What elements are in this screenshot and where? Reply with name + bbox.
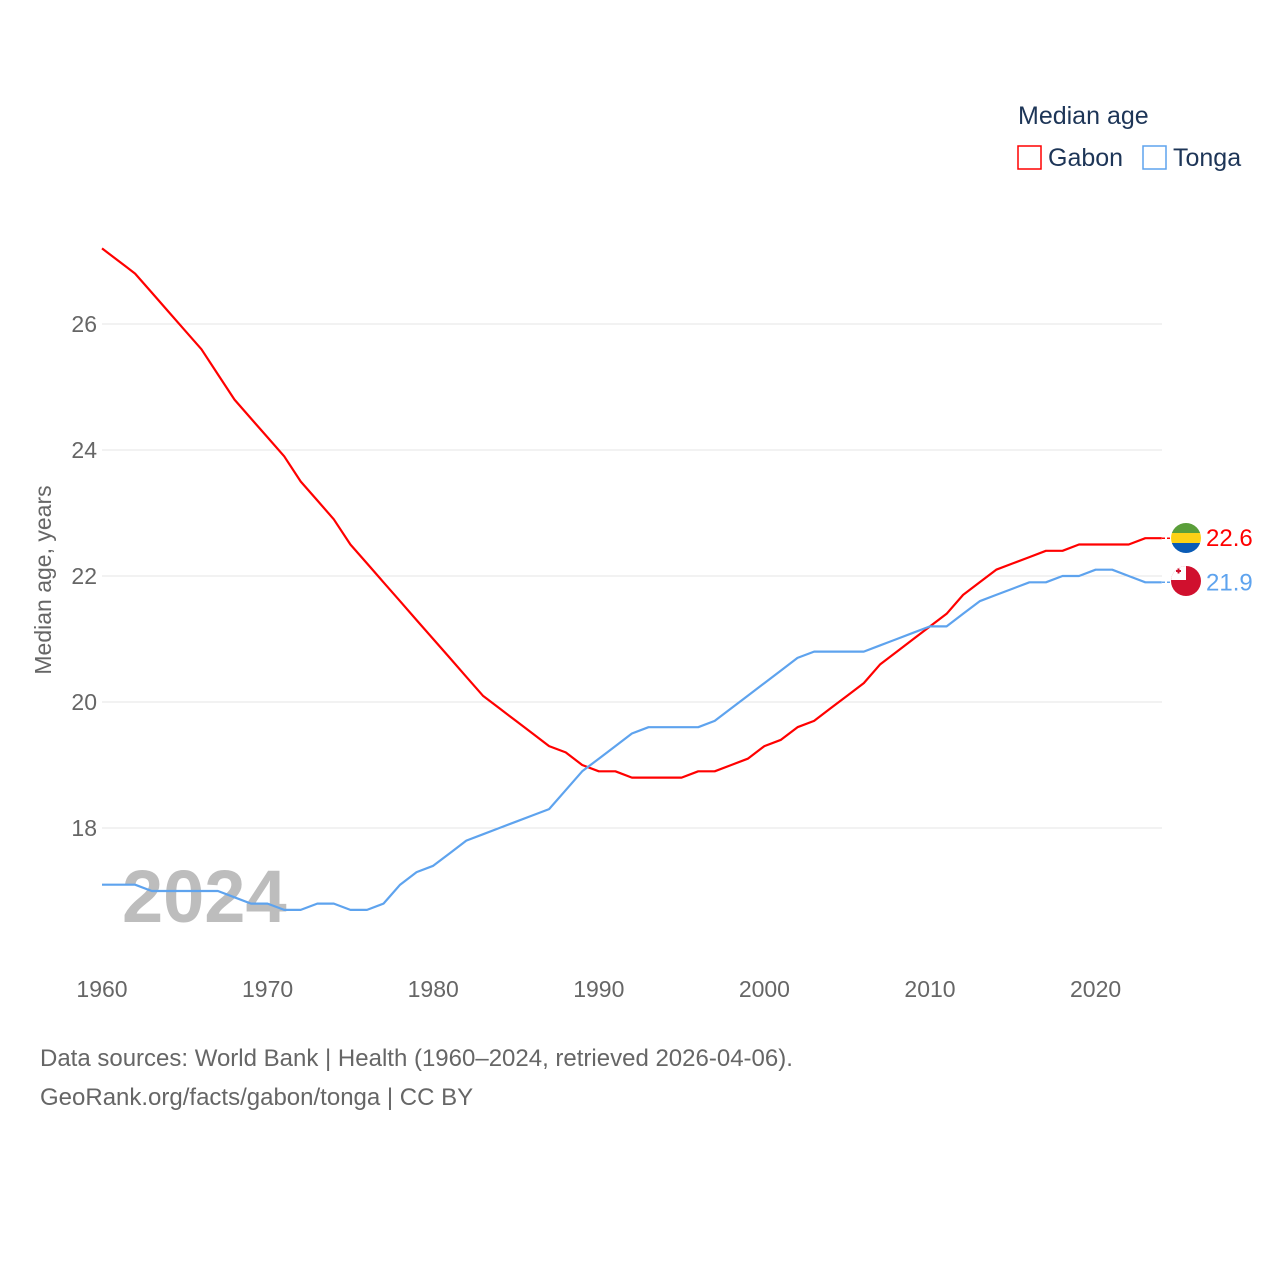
- legend-item-gabon[interactable]: Gabon: [1017, 144, 1123, 172]
- attribution-link[interactable]: GeoRank.org/facts/gabon/tonga | CC BY: [40, 1084, 474, 1111]
- x-tick-label: 1980: [408, 976, 459, 1002]
- legend-swatch-tonga: [1142, 145, 1167, 170]
- y-axis-label: Median age, years: [30, 485, 56, 674]
- legend-label-gabon: Gabon: [1048, 144, 1123, 172]
- year-watermark: 2024: [122, 855, 287, 938]
- legend-label-tonga: Tonga: [1173, 144, 1241, 172]
- data-source-note: Data sources: World Bank | Health (1960–…: [40, 1045, 793, 1072]
- y-tick-label: 24: [71, 437, 97, 463]
- end-value-label-tonga: 21.9: [1206, 569, 1253, 596]
- x-tick-label: 2010: [904, 976, 955, 1002]
- tonga-flag-icon: [1171, 566, 1201, 596]
- x-axis-ticks: 1960 1970 1980 1990 2000 2010 2020: [76, 976, 1121, 1002]
- legend-title: Median age: [1018, 102, 1149, 130]
- legend-item-tonga[interactable]: Tonga: [1142, 144, 1241, 172]
- y-axis-ticks: 18 20 22 24 26: [71, 311, 97, 841]
- series-line-tonga: [102, 568, 1162, 912]
- x-tick-label: 1970: [242, 976, 293, 1002]
- end-labels: 22.6 21.9: [1162, 525, 1253, 596]
- x-tick-label: 2000: [739, 976, 790, 1002]
- y-tick-label: 20: [71, 689, 97, 715]
- x-tick-label: 1960: [76, 976, 127, 1002]
- series-lines: [101, 247, 1162, 912]
- legend-swatch-gabon: [1017, 145, 1042, 170]
- y-tick-label: 26: [71, 311, 97, 337]
- x-tick-label: 1990: [573, 976, 624, 1002]
- end-value-label-gabon: 22.6: [1206, 525, 1253, 552]
- y-tick-label: 18: [71, 815, 97, 841]
- x-tick-label: 2020: [1070, 976, 1121, 1002]
- series-line-gabon: [101, 247, 1162, 779]
- gridlines: [102, 323, 1162, 829]
- y-tick-label: 22: [71, 563, 97, 589]
- gabon-flag-icon: [1171, 523, 1201, 553]
